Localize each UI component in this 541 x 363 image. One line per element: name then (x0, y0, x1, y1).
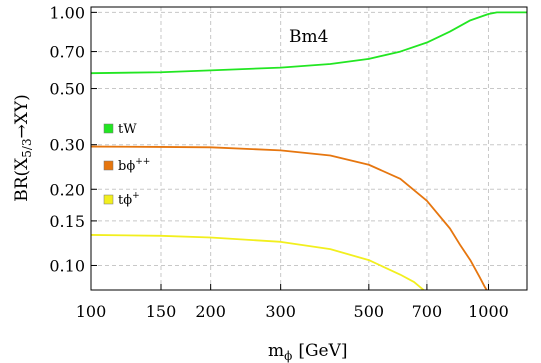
grid-lines (90, 7, 527, 290)
x-tick-label: 150 (146, 302, 177, 321)
series-line-1 (91, 145, 488, 290)
x-axis-ticks: 100 150 200 300 500 700 1000 (76, 284, 509, 321)
legend-label: tW (118, 122, 137, 137)
chart-annotation: Bm4 (289, 27, 328, 47)
legend-label-sup: + (132, 191, 140, 201)
legend-swatch (103, 160, 114, 171)
series-line-0 (91, 11, 527, 75)
x-tick-label: 500 (354, 302, 385, 321)
y-axis-title: BR(X5/3→XY) (12, 94, 34, 202)
y-tick-label: 1.00 (49, 3, 85, 22)
legend-swatch (103, 194, 114, 205)
x-axis-title-main: m (268, 341, 284, 361)
x-tick-label: 200 (195, 302, 226, 321)
legend-label-sup: ++ (135, 157, 150, 167)
y-axis-title-sub: 5/3 (20, 138, 34, 157)
legend-label: tϕ+ (118, 191, 140, 208)
x-tick-label: 700 (412, 302, 443, 321)
y-axis-title-pre: BR(X (12, 157, 32, 202)
plot-frame (90, 6, 528, 291)
legend-label-main: bϕ (118, 159, 135, 174)
legend-label-main: tϕ (118, 193, 132, 208)
y-axis-ticks: 0.10 0.15 0.20 0.30 0.50 0.70 1.00 (49, 3, 97, 275)
y-tick-label: 0.10 (49, 256, 85, 275)
legend: tW bϕ++ tϕ+ (103, 122, 150, 208)
legend-label-main: tW (118, 122, 137, 137)
legend-label: bϕ++ (118, 157, 150, 174)
y-axis-title-post: →XY) (12, 94, 32, 138)
y-tick-label: 0.20 (49, 180, 85, 199)
x-axis-title-sub: ϕ (284, 349, 292, 363)
series-line-2 (91, 234, 425, 290)
y-tick-label: 0.30 (49, 136, 85, 155)
y-tick-label: 0.50 (49, 80, 85, 99)
x-tick-label: 100 (76, 302, 107, 321)
x-tick-label: 300 (265, 302, 296, 321)
x-axis-title-unit: [GeV] (298, 341, 347, 361)
y-tick-label: 0.70 (49, 43, 85, 62)
series-lines (91, 11, 527, 290)
x-axis-title: mϕ [GeV] (268, 341, 348, 363)
y-tick-label: 0.15 (49, 212, 85, 231)
legend-swatch (103, 123, 114, 134)
x-tick-label: 1000 (468, 302, 509, 321)
